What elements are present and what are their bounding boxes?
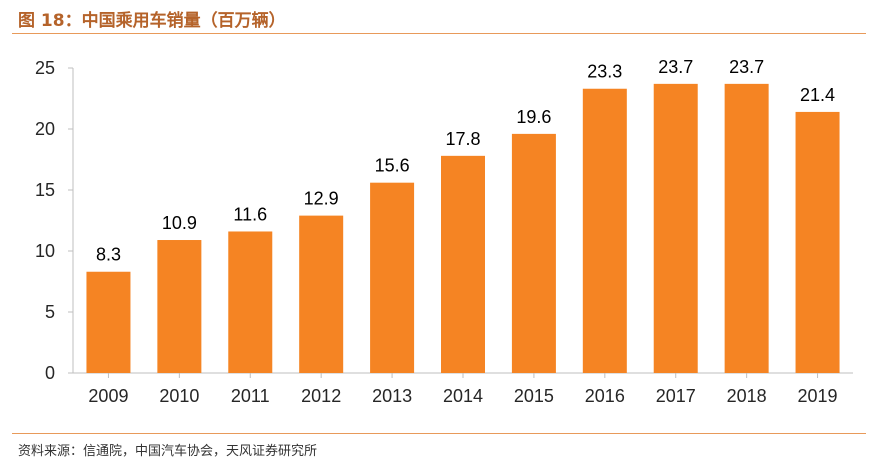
bar-chart: 0 5 10 15 20 25 8.3 2009 10.9 2010 11.6 2011 12.9 201… xyxy=(35,57,853,406)
bar-2017 xyxy=(653,83,698,374)
y-tick-label: 0 xyxy=(45,363,55,383)
source-divider xyxy=(12,433,866,434)
y-tick-label: 15 xyxy=(35,180,55,200)
x-tick-label-2013: 2013 xyxy=(372,386,412,406)
x-tick-label-2017: 2017 xyxy=(656,386,696,406)
x-tick-label-2014: 2014 xyxy=(443,386,483,406)
x-tick-label-2019: 2019 xyxy=(798,386,838,406)
data-label-2017: 23.7 xyxy=(658,57,693,77)
x-tick-label-2010: 2010 xyxy=(159,386,199,406)
bar-2014 xyxy=(441,155,485,373)
x-tick-label-2012: 2012 xyxy=(301,386,341,406)
bar-2009 xyxy=(86,271,131,373)
x-tick-label-2009: 2009 xyxy=(88,386,128,406)
y-tick-label: 10 xyxy=(35,241,55,261)
data-label-2011: 11.6 xyxy=(233,204,267,224)
bar-2013 xyxy=(370,182,415,373)
data-label-2018: 23.7 xyxy=(729,57,764,77)
bar-2015 xyxy=(511,133,556,373)
y-tick-label: 5 xyxy=(45,302,55,322)
figure-title: 图 18：中国乘用车销量（百万辆） xyxy=(18,11,286,31)
x-tick-label-2015: 2015 xyxy=(514,386,554,406)
data-label-2010: 10.9 xyxy=(162,213,197,233)
data-label-2009: 8.3 xyxy=(96,245,121,265)
data-label-2016: 23.3 xyxy=(587,62,622,82)
x-tick-label-2018: 2018 xyxy=(727,386,767,406)
bar-2012 xyxy=(299,215,344,373)
bar-2018 xyxy=(724,83,769,374)
source-note: 资料来源：信通院，中国汽车协会，天风证券研究所 xyxy=(18,444,318,459)
y-tick-label: 25 xyxy=(35,58,55,78)
data-label-2012: 12.9 xyxy=(304,189,339,209)
x-tick-label-2011: 2011 xyxy=(231,386,270,406)
data-label-2013: 15.6 xyxy=(375,156,410,176)
title-divider xyxy=(12,33,866,34)
x-tick-label-2016: 2016 xyxy=(585,386,625,406)
data-label-2014: 17.8 xyxy=(445,129,480,149)
bar-2019 xyxy=(795,111,840,374)
data-label-2015: 19.6 xyxy=(516,107,551,127)
data-label-2019: 21.4 xyxy=(800,85,835,105)
y-tick-label: 20 xyxy=(35,119,55,139)
bar-2011 xyxy=(228,231,273,373)
bar-2010 xyxy=(157,240,202,373)
bar-2016 xyxy=(582,88,627,374)
